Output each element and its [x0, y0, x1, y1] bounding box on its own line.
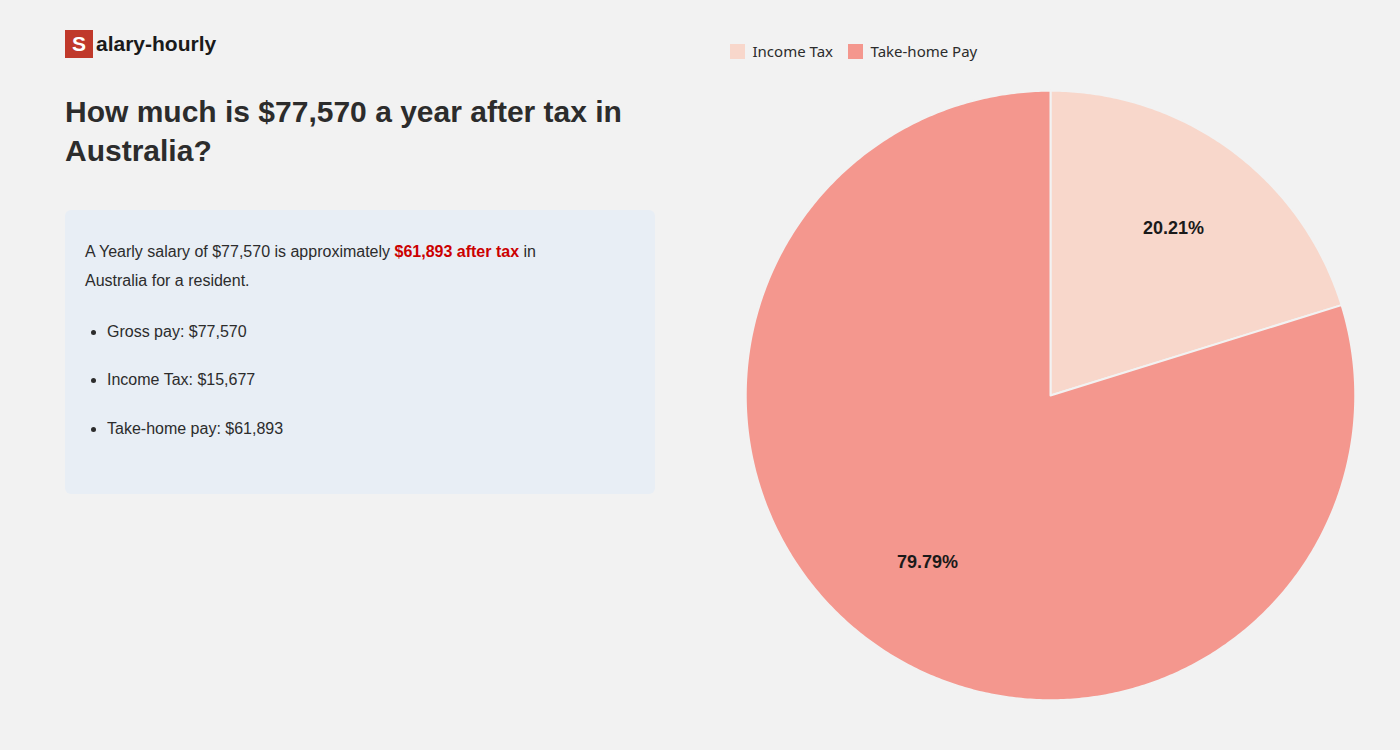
html-text:Australia for a resident.: Australia for a resident.: [85, 271, 250, 289]
html-text:How much is $77,570 a year aft: How much is $77,570 a year after tax in …: [65, 95, 622, 167]
html-text:Gross pay: $77,570: Gross pay: $77,570: [107, 322, 247, 340]
svg-text:79.79%: 79.79%: [897, 552, 958, 572]
html-text:Take-home pay: $61,893: Take-home pay: $61,893: [107, 420, 284, 438]
html-text:A Yearly salary of $77,570 is: A Yearly salary of $77,570 is approximat…: [85, 243, 536, 260]
html-text:Income Tax: Income Tax: [752, 41, 833, 62]
html-text:alary-hourly: alary-hourly: [96, 32, 217, 55]
svg-text:20.21%: 20.21%: [1143, 219, 1204, 239]
html-text:S: S: [72, 32, 86, 55]
html-text:Income Tax: $15,677: Income Tax: $15,677: [107, 371, 256, 389]
html-text:Take-home Pay: Take-home Pay: [870, 41, 978, 62]
